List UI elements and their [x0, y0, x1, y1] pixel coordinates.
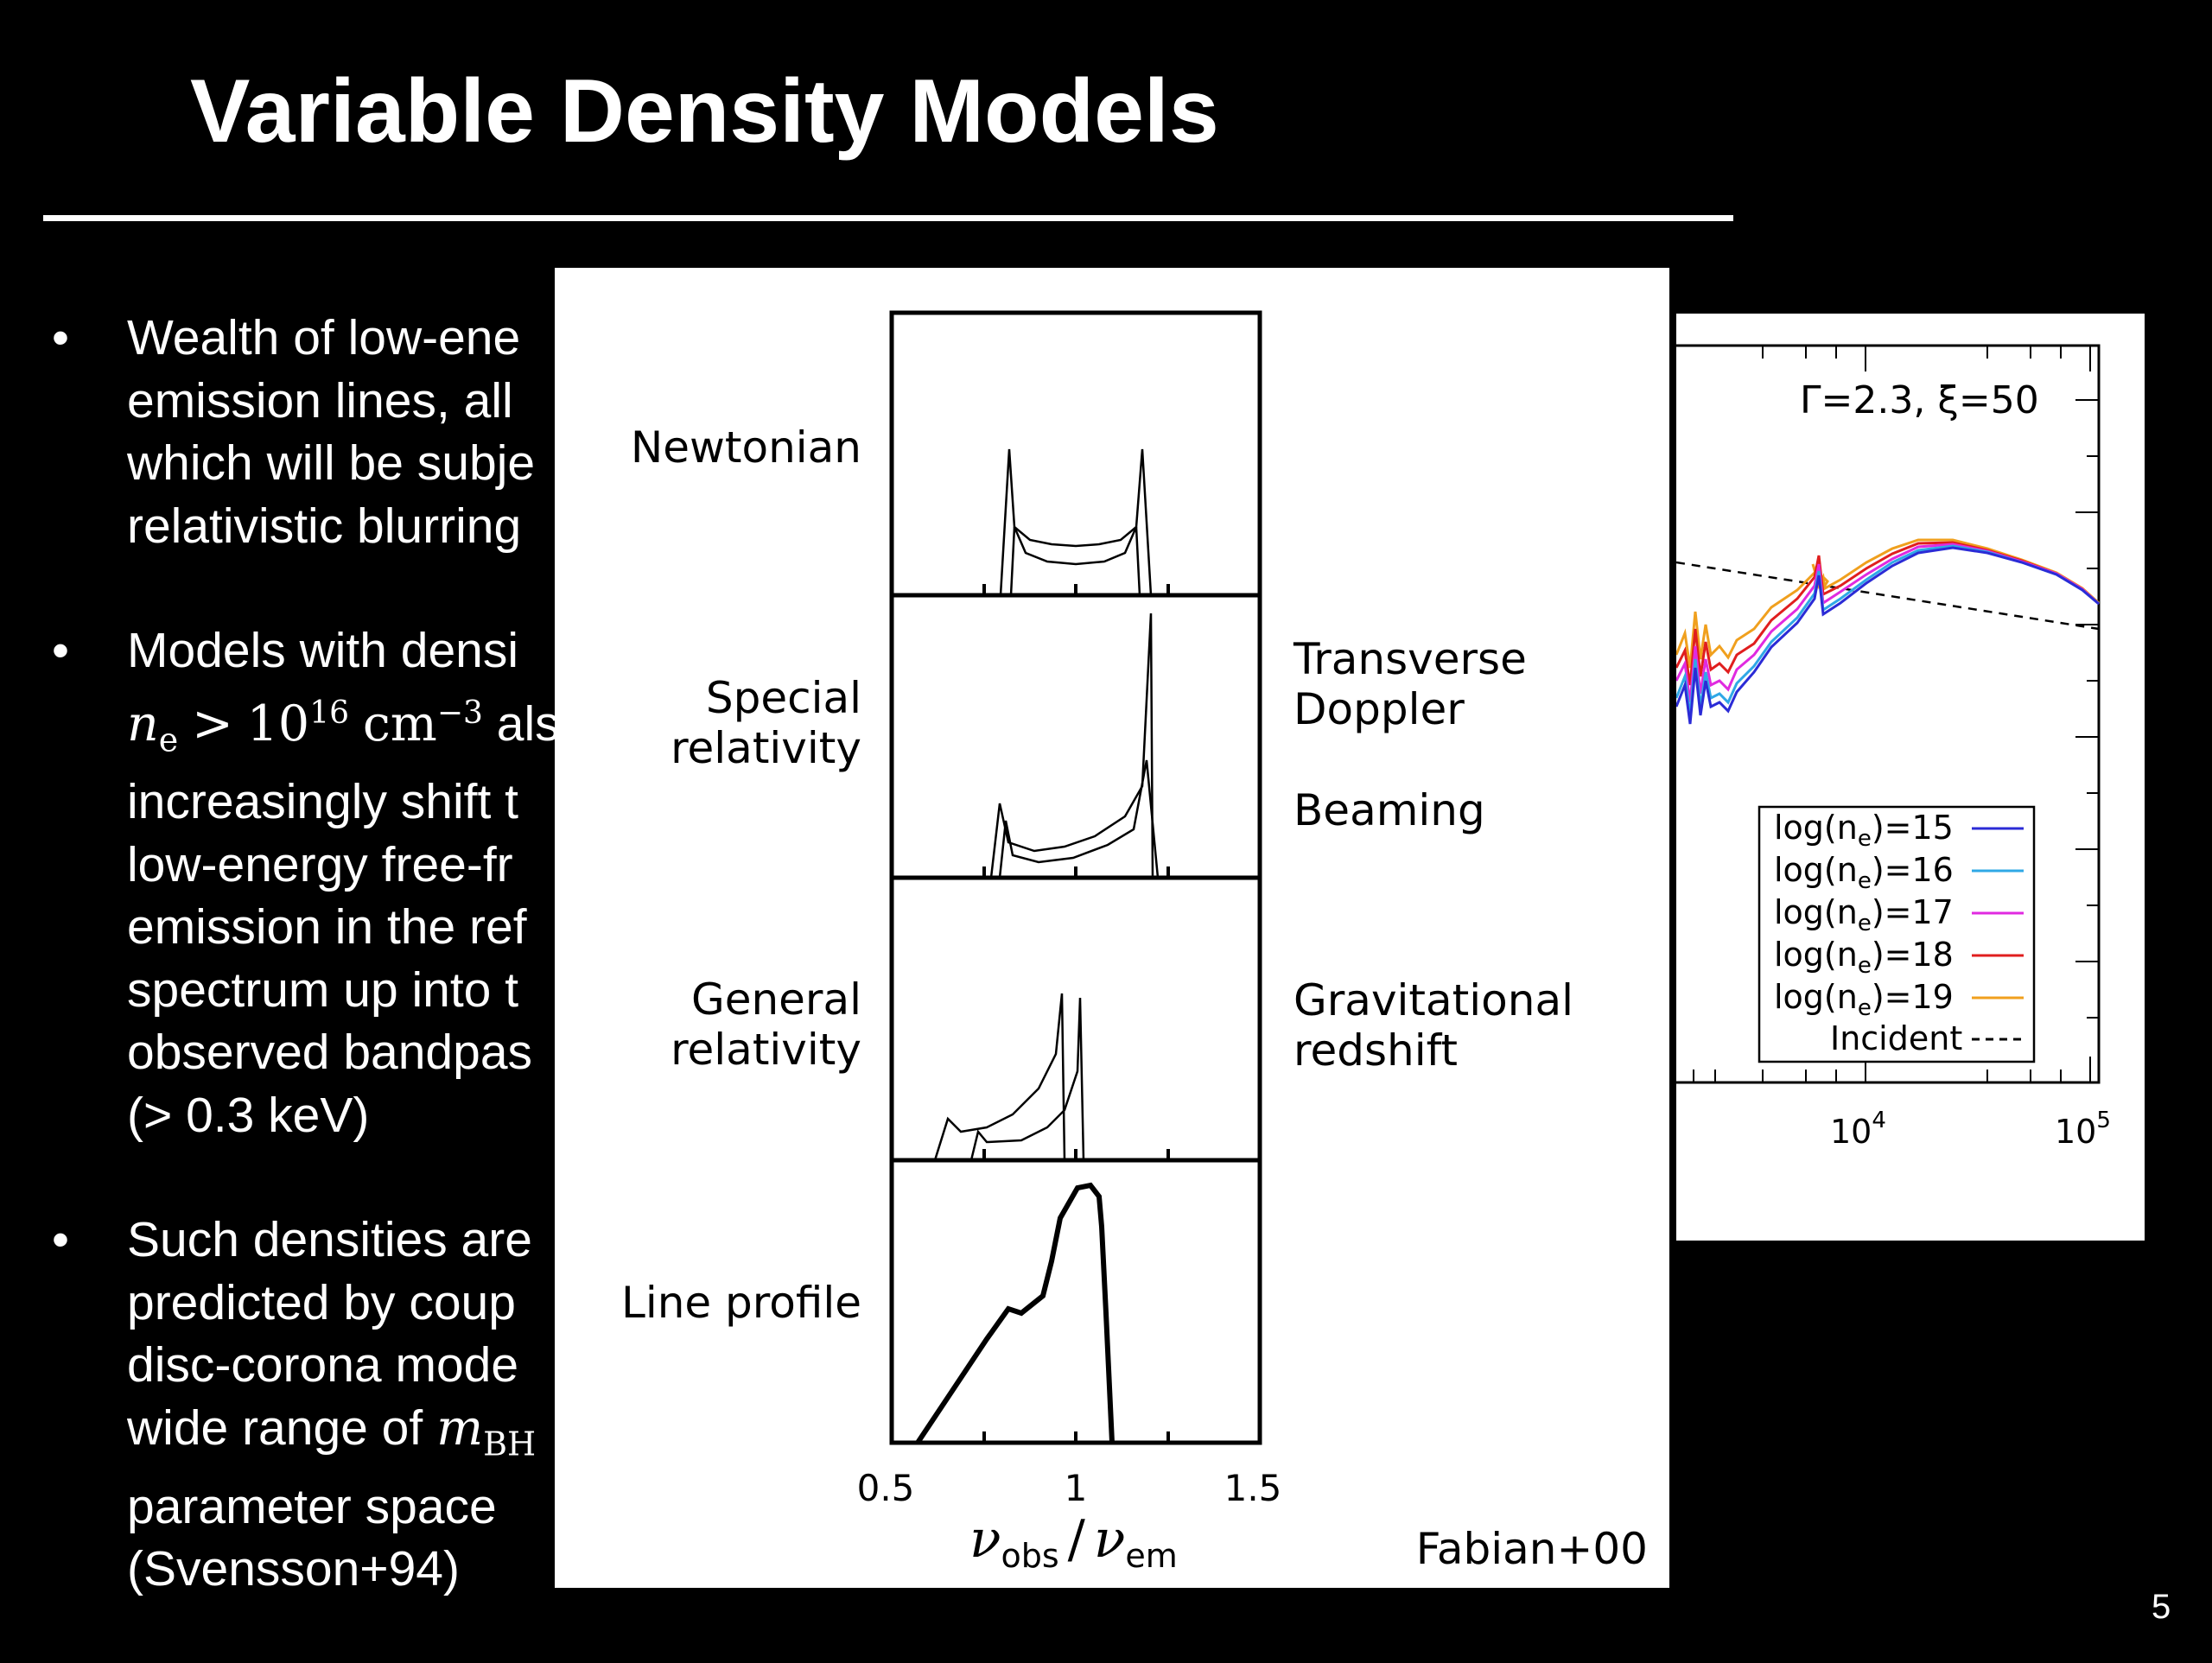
observed-line-profile	[915, 1182, 1115, 1444]
bullet-line: Models with densi	[127, 623, 519, 678]
profile-curves	[933, 448, 1160, 1161]
x-tick-label: 105	[2055, 1108, 2111, 1151]
bullet-line: emission lines, all	[127, 372, 513, 428]
legend-frame	[1758, 805, 2036, 1063]
spectrum-lines	[1676, 538, 2101, 725]
plot-legend: log(ne)=15 log(ne)=16 log(ne)=17 log(ne)…	[1758, 805, 2036, 1063]
math-n-sub: e	[158, 720, 179, 759]
legend-label: log(ne)=16	[1774, 851, 1954, 894]
bullet-line: relativistic blurring	[127, 498, 522, 554]
general-profile-outer	[933, 993, 1066, 1161]
bullet-item: • Wealth of low-ene emission lines, all …	[52, 307, 570, 557]
special-profile-outer	[989, 613, 1154, 879]
x-tick-labels: 104 105	[1830, 1108, 2111, 1151]
bullet-dot-icon: •	[52, 1212, 69, 1268]
legend-label: Incident	[1830, 1019, 1962, 1057]
newtonian-profile-inner	[1009, 526, 1141, 596]
math-m-sub: BH	[483, 1425, 537, 1463]
page-number: 5	[2152, 1588, 2171, 1626]
x-axis-label: νobs / νem	[969, 1509, 1178, 1575]
bullet-line: Wealth of low-ene	[127, 310, 521, 365]
bullet-line: (> 0.3 keV)	[127, 1087, 370, 1143]
x-tick-label: 0.5	[857, 1467, 915, 1509]
label-line-profile: Line profile	[621, 1278, 861, 1328]
panel-ticks	[982, 584, 1170, 1443]
x-tick-label: 104	[1830, 1108, 1886, 1151]
bullet-line: emission in the ref	[127, 899, 527, 955]
math-unit: cm	[362, 695, 437, 752]
bullet-line: predicted by coup	[127, 1274, 516, 1330]
bullet-line: (Svensson+94)	[127, 1541, 460, 1597]
frame-newtonian	[889, 310, 1262, 598]
plot-frame	[1676, 344, 2101, 1084]
bullet-list: • Wealth of low-ene emission lines, all …	[52, 307, 570, 1663]
bullet-line: disc-corona mode	[127, 1337, 519, 1393]
spectrum-line-15	[1676, 546, 2100, 725]
label-general: General	[691, 974, 861, 1025]
math-after: als	[496, 695, 560, 752]
label-newtonian: Newtonian	[631, 422, 861, 473]
label-beaming: Beaming	[1294, 785, 1485, 835]
label-gravitational: Gravitational	[1294, 975, 1573, 1025]
x-tick-labels: 0.5 1 1.5	[857, 1467, 1282, 1509]
reflection-spectrum-plot: Γ=2.3, ξ=50 104 105 log(ne)=15 log(ne)=1…	[1676, 344, 2111, 1151]
legend-label: log(ne)=15	[1774, 809, 1954, 852]
density-math-line: ne > 1016 cm−3 als	[127, 682, 570, 771]
slide-title: Variable Density Models	[190, 61, 1219, 162]
math-exp: 16	[309, 695, 350, 731]
panel-labels: Newtonian Special relativity General rel…	[621, 422, 861, 1328]
bullet-dot-icon: •	[52, 310, 69, 365]
label-transverse: Transverse	[1293, 634, 1527, 684]
bullet-item: • Such densities are predicted by coup d…	[52, 1209, 570, 1600]
math-gt: >	[192, 695, 233, 752]
label-special: Special	[706, 673, 861, 723]
math-m: m	[436, 1399, 484, 1457]
math-n: n	[127, 695, 159, 752]
special-profile-inner	[998, 759, 1160, 879]
effect-labels: Transverse Doppler Beaming Gravitational…	[1293, 634, 1573, 1076]
label-redshift: redshift	[1294, 1025, 1458, 1076]
x-tick-label: 1.5	[1224, 1467, 1282, 1509]
label-doppler: Doppler	[1294, 684, 1465, 734]
frame-special	[889, 593, 1262, 880]
line-profile-figure: Newtonian Special relativity General rel…	[555, 268, 1669, 1588]
figure-credit: Fabian+00	[1416, 1524, 1648, 1574]
bullet-line: Such densities are	[127, 1212, 532, 1268]
spectrum-line-19	[1676, 538, 2101, 669]
line-profile-diagram: Newtonian Special relativity General rel…	[621, 310, 1648, 1575]
legend-label: log(ne)=18	[1774, 936, 1954, 979]
math-base: 10	[246, 695, 310, 752]
general-profile-inner	[969, 997, 1085, 1161]
reflection-spectrum-figure: Γ=2.3, ξ=50 104 105 log(ne)=15 log(ne)=1…	[1676, 314, 2145, 1241]
math-before: wide range of	[127, 1400, 437, 1456]
bullet-item: • Models with densi ne > 1016 cm−3 als i…	[52, 619, 570, 1146]
bullet-line: parameter space	[127, 1478, 497, 1534]
frame-general	[889, 875, 1262, 1163]
title-divider	[43, 215, 1733, 221]
label-general-2: relativity	[671, 1025, 861, 1075]
x-tick-label: 1	[1065, 1467, 1088, 1509]
bullet-line: which will be subje	[127, 435, 536, 491]
label-special-2: relativity	[671, 723, 861, 773]
bullet-line: increasingly shift t	[127, 774, 519, 830]
math-unit-exp: −3	[436, 695, 483, 731]
legend-label: log(ne)=17	[1774, 893, 1954, 936]
mass-math-line: wide range of mBH	[127, 1397, 570, 1476]
bullet-line: observed bandpas	[127, 1025, 533, 1081]
legend-label: log(ne)=19	[1774, 978, 1954, 1021]
plot-ticks	[1693, 346, 2099, 1082]
bullet-line: low-energy free-fr	[127, 836, 513, 892]
incident-spectrum-line	[1676, 561, 2100, 631]
bullet-line: spectrum up into t	[127, 962, 519, 1018]
newtonian-profile-outer	[999, 448, 1153, 596]
bullet-dot-icon: •	[52, 623, 69, 678]
plot-annotation: Γ=2.3, ξ=50	[1800, 378, 2039, 422]
